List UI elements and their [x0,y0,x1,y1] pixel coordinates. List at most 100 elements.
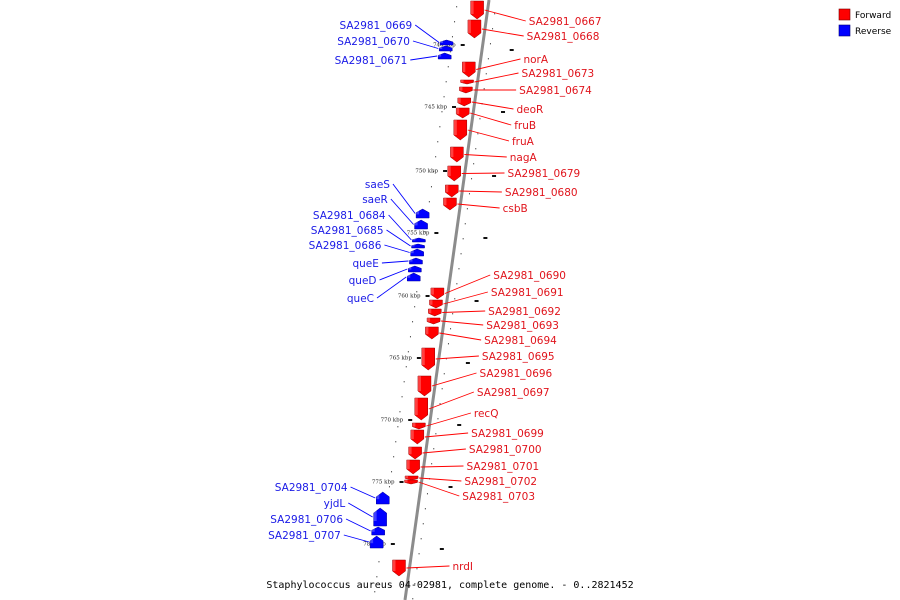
minor-tick-dot [391,471,393,473]
gene-label: queE [352,258,378,270]
gene-arrow-highlight [404,480,408,483]
minor-tick-dot [401,396,403,398]
gene-label-leader [419,477,462,482]
gene-label-leader [422,448,466,454]
gene-SA2981_0701: SA2981_0701 [406,459,539,475]
gene-yjdL: yjdL [324,498,387,527]
gene-label: SA2981_0706 [270,514,343,526]
gene-label: SA2981_0692 [488,306,561,318]
gene-SA2981_0697: SA2981_0697 [414,387,550,421]
minor-tick-dot [412,321,414,323]
gene-recQ: recQ [412,408,499,430]
gene-SA2981_0692: SA2981_0692 [428,306,561,318]
major-tick [425,295,430,297]
gene-arrow [410,248,424,257]
gene-label: queC [347,293,374,305]
minor-tick-dot [433,448,435,450]
gene-arrow [447,165,461,182]
minor-tick-dot [403,381,405,383]
gene-arrow [467,19,482,39]
minor-tick-dot [399,411,401,413]
minor-tick-dot [397,426,399,428]
minor-tick-dot [439,403,441,405]
minor-tick-dot [460,253,462,255]
gene-label: SA2981_0668 [527,31,600,43]
gene-arrow [425,326,439,340]
gene-label-leader [481,28,524,37]
gene-label-leader [390,198,414,225]
minor-tick-dot [477,133,479,135]
gene-arrow [462,61,476,78]
gene-arrow-highlight [445,185,449,193]
gene-label: SA2981_0700 [469,444,542,456]
gene-SA2981_0696: SA2981_0696 [417,368,553,397]
minor-tick-dot [437,418,439,420]
gene-label: SA2981_0669 [339,20,412,32]
gene-arrow-highlight [453,120,457,135]
gene-SA2981_0680: SA2981_0680 [445,184,578,199]
minor-tick-dot [483,88,485,90]
minor-tick-dot [447,343,449,345]
minor-tick-dot [439,126,441,128]
gene-arrow [445,184,459,198]
gene-SA2981_0670: SA2981_0670 [337,36,453,52]
gene-label: recQ [474,408,499,420]
gene-SA2981_0704: SA2981_0704 [275,482,390,505]
gene-label-leader [412,40,439,49]
gene-label: fruA [512,136,535,148]
gene-arrow [406,272,421,282]
gene-label-leader [435,355,479,360]
gene-SA2981_0679: SA2981_0679 [447,165,580,182]
gene-label-leader [376,276,407,299]
gene-arrow-highlight [408,266,412,270]
gene-queD: queD [349,265,422,287]
minor-tick-dot [454,21,456,23]
gene-arrow [437,52,452,60]
gene-label: SA2981_0671 [335,55,408,67]
gene-SA2981_0671: SA2981_0671 [335,52,452,67]
major-tick [452,106,457,108]
minor-tick-dot [393,456,395,458]
gene-label: SA2981_0697 [477,387,550,399]
gene-arrow [376,491,390,505]
minor-tick-dot [468,193,470,195]
gene-label-leader [426,412,472,427]
minor-tick-dot [433,171,435,173]
tick-label: 750 kbp [415,169,438,175]
gene-label-leader [428,391,474,410]
minor-tick-dot [414,583,416,585]
gene-arrow-highlight [412,238,416,241]
gene-nagA: nagA [450,146,537,164]
minor-tick-dot [462,238,464,240]
gene-label: SA2981_0690 [493,270,566,282]
major-tick [416,357,421,359]
gene-label-leader [418,481,460,497]
minor-tick-dot [456,283,458,285]
gene-arrow-highlight [428,309,432,314]
gene-label-leader [420,465,464,468]
gene-arrow [428,308,442,317]
gene-label-leader [464,154,507,158]
gene-SA2981_0685: SA2981_0685 [311,225,425,249]
minor-tick-dot [378,561,380,563]
gene-nrdI: nrdI [392,559,473,577]
gene-label-leader [406,565,450,569]
gene-arrow [443,197,457,211]
gene-label: deoR [516,104,543,116]
gene-arrow-highlight [376,492,380,500]
gene-arrow-highlight [408,447,412,455]
gene-csbB: csbB [443,197,528,215]
gene-arrow [457,97,471,107]
gene-arrow [408,446,422,460]
gene-SA2981_0699: SA2981_0699 [410,428,544,445]
gene-SA2981_0669: SA2981_0669 [339,20,454,46]
gene-label: SA2981_0696 [480,368,553,380]
gene-arrow-highlight [470,1,474,14]
gene-fruB: fruB [455,107,536,132]
minor-tick-dot [409,336,411,338]
major-tick [474,300,479,302]
gene-label: SA2981_0699 [471,428,544,440]
gene-label: SA2981_0694 [484,335,557,347]
gene-arrow-highlight [370,536,374,544]
gene-SA2981_0707: SA2981_0707 [268,530,384,549]
